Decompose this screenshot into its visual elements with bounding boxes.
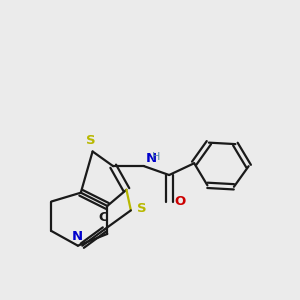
Text: O: O: [174, 195, 186, 208]
Text: N: N: [71, 230, 82, 243]
Text: N: N: [146, 152, 157, 165]
Text: H: H: [152, 152, 160, 162]
Text: S: S: [86, 134, 96, 147]
Text: C: C: [98, 211, 108, 224]
Text: S: S: [137, 202, 147, 214]
